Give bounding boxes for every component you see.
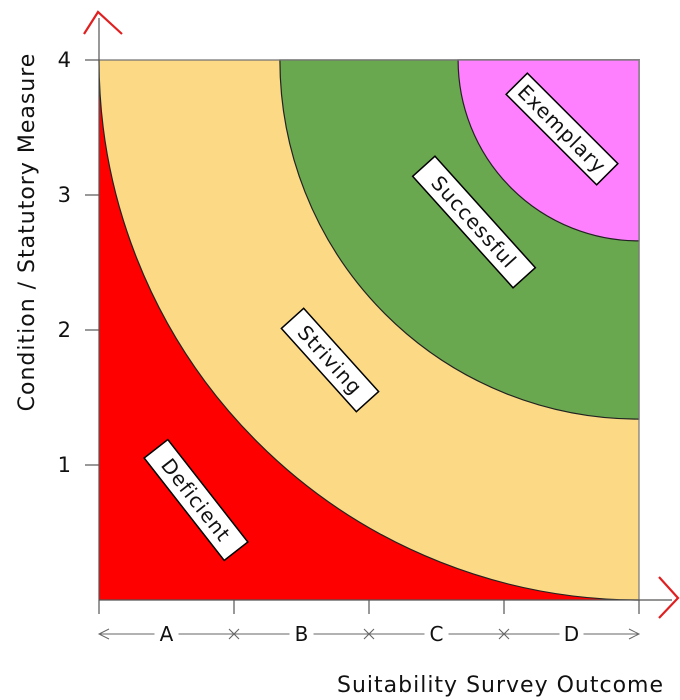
x-category-bg <box>424 622 449 644</box>
x-category-label: C <box>430 622 444 646</box>
y-axis-title: Condition / Statutory Measure <box>15 53 40 412</box>
x-category-label: D <box>564 622 579 646</box>
chart-axes <box>83 10 680 619</box>
x-category-bg <box>154 622 179 644</box>
x-category-label: A <box>160 622 174 646</box>
band-label-box <box>280 307 380 413</box>
y-tick-label: 4 <box>58 48 71 72</box>
chart-ticks: 1 2 3 4 A B C D <box>58 48 641 646</box>
x-dimension-cross <box>228 628 240 640</box>
x-category-bg <box>289 622 314 644</box>
x-axis-title: Suitability Survey Outcome <box>337 673 664 698</box>
band-label-box <box>411 155 537 289</box>
y-axis-arrow <box>83 10 123 35</box>
x-dimension-arrow-left <box>97 628 110 640</box>
region-exemplary <box>457 59 640 242</box>
x-axis-arrow <box>658 576 680 619</box>
band-label-box <box>505 72 619 186</box>
y-tick-label: 2 <box>58 318 71 342</box>
y-tick-label: 1 <box>58 453 71 477</box>
x-dimension-cross <box>363 628 375 640</box>
y-tick-label: 3 <box>58 183 71 207</box>
x-dimension-cross <box>498 628 510 640</box>
band-label-box <box>143 438 249 562</box>
x-dimension-arrow-right <box>628 628 641 640</box>
x-category-bg <box>559 622 584 644</box>
x-category-label: B <box>295 622 309 646</box>
